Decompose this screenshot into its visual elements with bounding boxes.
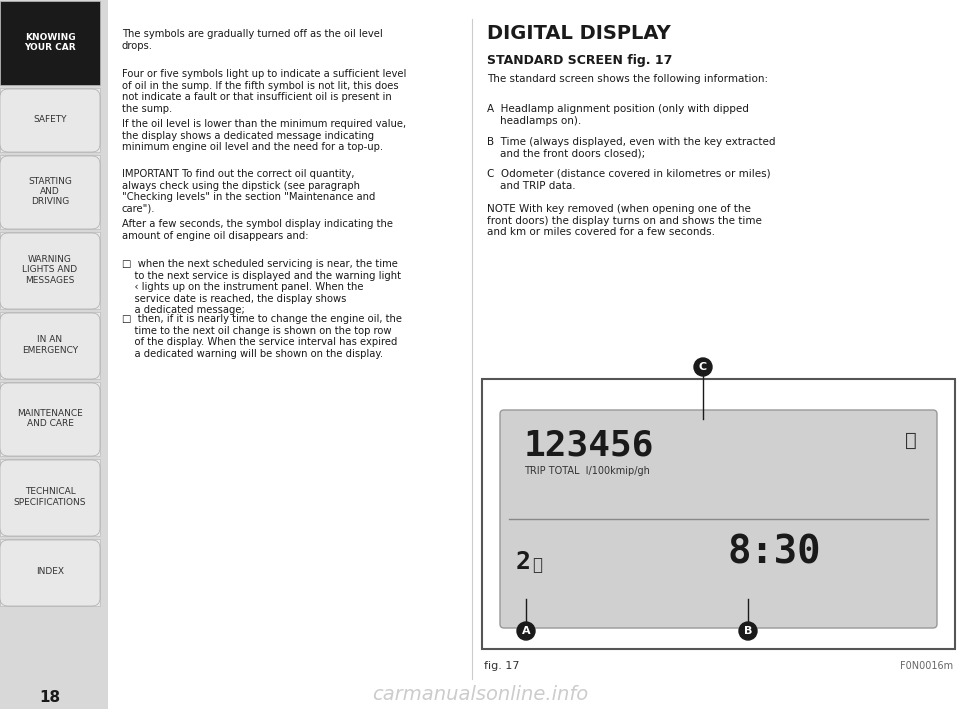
Text: A  Headlamp alignment position (only with dipped
    headlamps on).: A Headlamp alignment position (only with…: [487, 104, 749, 125]
Bar: [0, 459, 100, 536]
FancyBboxPatch shape: [0, 89, 100, 152]
Bar: [0, 382, 100, 456]
Text: 🔦: 🔦: [532, 556, 542, 574]
Text: TRIP TOTAL  l/100kmip/gh: TRIP TOTAL l/100kmip/gh: [524, 466, 650, 476]
Text: MAINTENANCE
AND CARE: MAINTENANCE AND CARE: [17, 409, 83, 428]
Text: IN AN
EMERGENCY: IN AN EMERGENCY: [22, 335, 78, 354]
Circle shape: [739, 622, 757, 640]
Text: DIGITAL DISPLAY: DIGITAL DISPLAY: [487, 24, 671, 43]
Text: 8:30: 8:30: [728, 533, 822, 571]
Text: ⛽: ⛽: [905, 431, 917, 450]
Bar: [482, 379, 955, 649]
Bar: [0, 232, 100, 309]
Text: 2: 2: [516, 550, 531, 574]
FancyBboxPatch shape: [0, 460, 100, 536]
Text: NOTE With key removed (when opening one of the
front doors) the display turns on: NOTE With key removed (when opening one …: [487, 204, 762, 238]
Text: C  Odometer (distance covered in kilometres or miles)
    and TRIP data.: C Odometer (distance covered in kilometr…: [487, 169, 771, 191]
Bar: [0, 88, 100, 152]
Bar: [0, 312, 100, 379]
Text: KNOWING
YOUR CAR: KNOWING YOUR CAR: [24, 33, 76, 52]
Bar: [0, 1, 100, 85]
Text: A: A: [521, 626, 530, 636]
Text: 18: 18: [39, 689, 60, 705]
Text: B: B: [744, 626, 753, 636]
Text: The symbols are gradually turned off as the oil level
drops.: The symbols are gradually turned off as …: [122, 29, 383, 50]
FancyBboxPatch shape: [0, 156, 100, 229]
Text: Four or five symbols light up to indicate a sufficient level
of oil in the sump.: Four or five symbols light up to indicat…: [122, 69, 406, 114]
Bar: [0, 0, 108, 709]
Text: INDEX: INDEX: [36, 567, 64, 576]
Text: After a few seconds, the symbol display indicating the
amount of engine oil disa: After a few seconds, the symbol display …: [122, 219, 393, 240]
Text: The standard screen shows the following information:: The standard screen shows the following …: [487, 74, 768, 84]
Text: WARNING
LIGHTS AND
MESSAGES: WARNING LIGHTS AND MESSAGES: [22, 255, 78, 285]
Text: STARTING
AND
DRIVING: STARTING AND DRIVING: [28, 177, 72, 206]
Circle shape: [694, 358, 712, 376]
FancyBboxPatch shape: [0, 233, 100, 309]
Circle shape: [517, 622, 535, 640]
FancyBboxPatch shape: [0, 540, 100, 606]
Text: 123456: 123456: [524, 429, 655, 463]
Text: □  when the next scheduled servicing is near, the time
    to the next service i: □ when the next scheduled servicing is n…: [122, 259, 401, 316]
Text: carmanualsonline.info: carmanualsonline.info: [372, 684, 588, 703]
FancyBboxPatch shape: [0, 383, 100, 456]
Text: SAFETY: SAFETY: [34, 115, 67, 124]
Bar: [0, 155, 100, 229]
Text: B  Time (always displayed, even with the key extracted
    and the front doors c: B Time (always displayed, even with the …: [487, 137, 776, 159]
Text: STANDARD SCREEN fig. 17: STANDARD SCREEN fig. 17: [487, 54, 672, 67]
Text: TECHNICAL
SPECIFICATIONS: TECHNICAL SPECIFICATIONS: [13, 487, 86, 507]
Text: If the oil level is lower than the minimum required value,
the display shows a d: If the oil level is lower than the minim…: [122, 119, 406, 152]
Text: fig. 17: fig. 17: [484, 661, 519, 671]
Text: IMPORTANT To find out the correct oil quantity,
always check using the dipstick : IMPORTANT To find out the correct oil qu…: [122, 169, 375, 214]
Text: □  then, if it is nearly time to change the engine oil, the
    time to the next: □ then, if it is nearly time to change t…: [122, 314, 402, 359]
FancyBboxPatch shape: [0, 313, 100, 379]
Bar: [0, 539, 100, 606]
FancyBboxPatch shape: [500, 410, 937, 628]
Text: C: C: [699, 362, 708, 372]
Text: F0N0016m: F0N0016m: [900, 661, 953, 671]
